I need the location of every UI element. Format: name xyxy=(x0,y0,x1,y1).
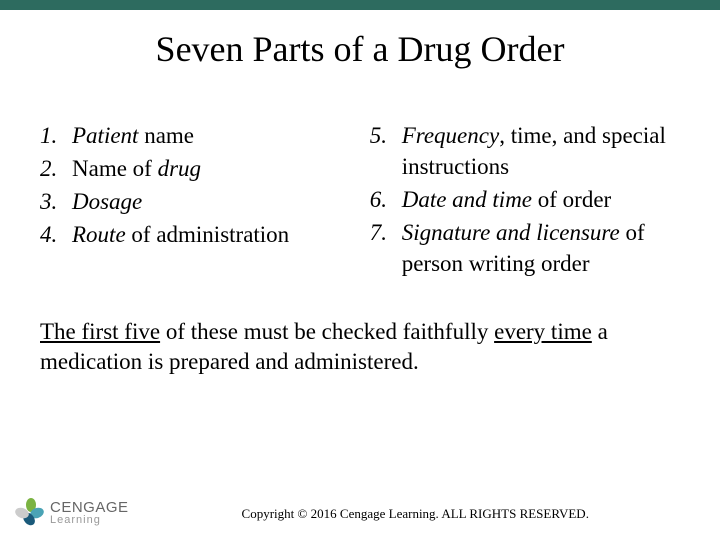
slide-title: Seven Parts of a Drug Order xyxy=(0,28,720,70)
list-item: 2.Name of drug xyxy=(40,153,370,184)
footnote-text: The first five of these must be checked … xyxy=(0,317,720,377)
copyright-text: Copyright © 2016 Cengage Learning. ALL R… xyxy=(129,506,702,526)
list-number: 4. xyxy=(40,219,72,250)
list-item: 6.Date and time of order xyxy=(370,184,680,215)
logo-brand: CENGAGE xyxy=(50,500,129,515)
two-column-list: 1.Patient name2.Name of drug3.Dosage4.Ro… xyxy=(0,120,720,281)
list-number: 3. xyxy=(40,186,72,217)
list-number: 7. xyxy=(370,217,402,279)
list-number: 1. xyxy=(40,120,72,151)
logo-mark-icon xyxy=(18,500,44,526)
list-text: Date and time of order xyxy=(402,184,612,215)
list-text: Route of administration xyxy=(72,219,289,250)
list-text: Frequency, time, and special instruction… xyxy=(402,120,680,182)
list-item: 3.Dosage xyxy=(40,186,370,217)
list-item: 1.Patient name xyxy=(40,120,370,151)
list-number: 6. xyxy=(370,184,402,215)
list-number: 5. xyxy=(370,120,402,182)
list-text: Dosage xyxy=(72,186,142,217)
list-item: 5.Frequency, time, and special instructi… xyxy=(370,120,680,182)
left-column: 1.Patient name2.Name of drug3.Dosage4.Ro… xyxy=(40,120,370,281)
list-text: Name of drug xyxy=(72,153,201,184)
logo-text: CENGAGE Learning xyxy=(50,500,129,526)
list-number: 2. xyxy=(40,153,72,184)
list-text: Signature and licensure of person writin… xyxy=(402,217,680,279)
logo-sub: Learning xyxy=(50,515,129,526)
accent-bar xyxy=(0,0,720,10)
cengage-logo: CENGAGE Learning xyxy=(18,500,129,526)
footer: CENGAGE Learning Copyright © 2016 Cengag… xyxy=(0,500,720,526)
list-item: 4.Route of administration xyxy=(40,219,370,250)
list-text: Patient name xyxy=(72,120,194,151)
right-column: 5.Frequency, time, and special instructi… xyxy=(370,120,680,281)
list-item: 7.Signature and licensure of person writ… xyxy=(370,217,680,279)
